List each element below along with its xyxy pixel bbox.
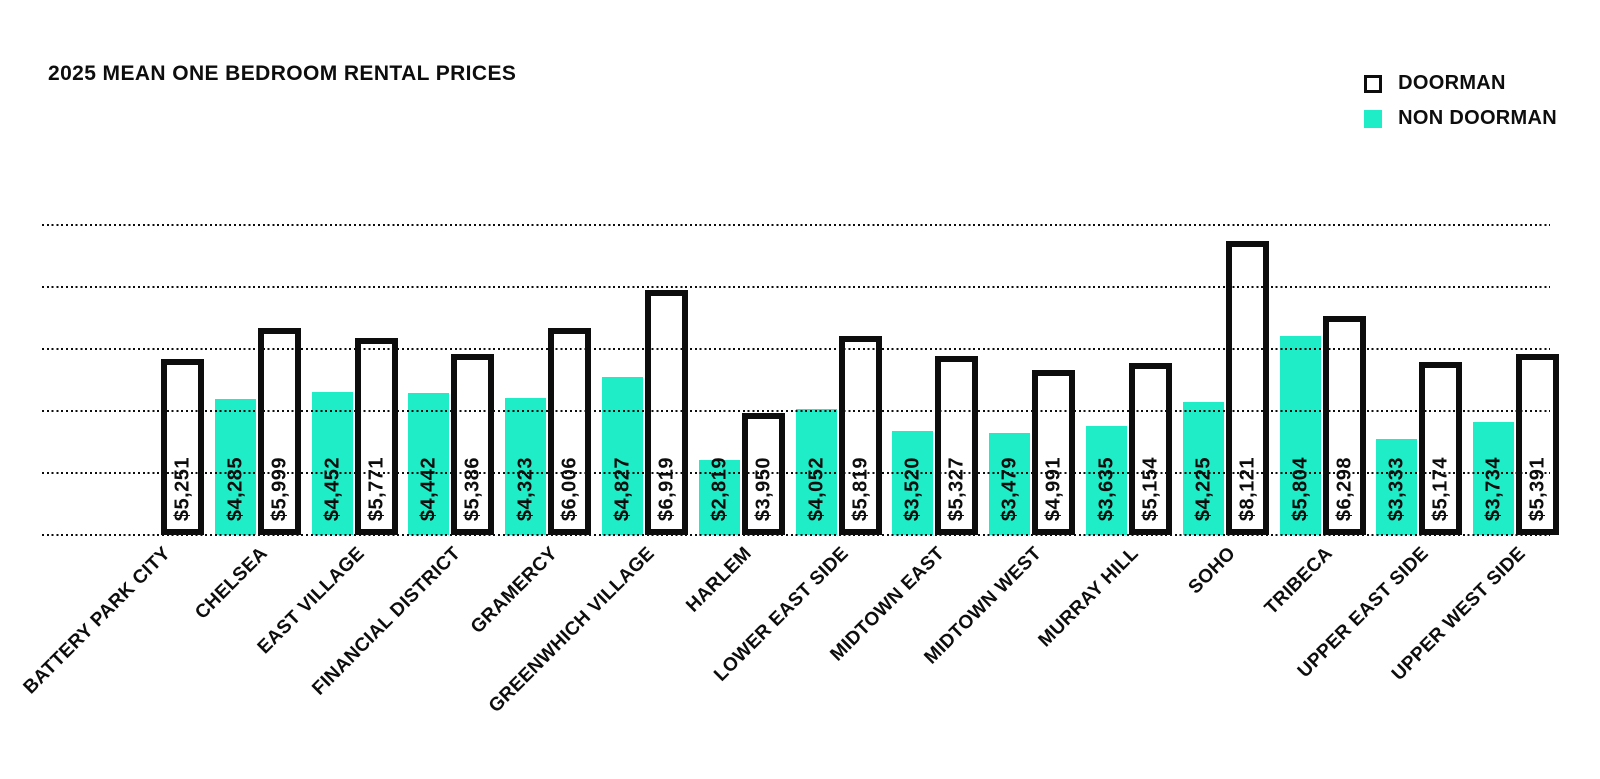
- legend-label-non-doorman: NON DOORMAN: [1398, 107, 1557, 129]
- bar-value-label: $6,006: [558, 456, 580, 521]
- bar-non-doorman: $4,827: [602, 377, 643, 535]
- legend-item-non-doorman: NON DOORMAN: [1364, 107, 1557, 130]
- bar-value-label: $3,734: [1482, 456, 1504, 521]
- bar-value-label: $5,771: [365, 456, 387, 521]
- legend-label-doorman: DOORMAN: [1398, 72, 1506, 94]
- bar-doorman: $5,391: [1516, 354, 1559, 535]
- bar-doorman: $6,298: [1323, 316, 1366, 535]
- bar-value-label: $6,919: [655, 456, 677, 521]
- bar-value-label: $5,174: [1429, 456, 1451, 521]
- bar-non-doorman: $3,479: [989, 433, 1030, 535]
- bar-value-label: $3,333: [1385, 456, 1407, 521]
- bar-value-label: $3,950: [752, 456, 774, 521]
- bar-value-label: $4,452: [321, 456, 343, 521]
- bar-value-label: $4,991: [1042, 456, 1064, 521]
- bar-value-label: $5,251: [171, 456, 193, 521]
- bar-value-label: $3,635: [1095, 456, 1117, 521]
- bar-non-doorman: $4,323: [505, 398, 546, 535]
- bar-value-label: $4,827: [611, 456, 633, 521]
- bar-value-label: $8,121: [1236, 456, 1258, 521]
- legend: DOORMAN NON DOORMAN: [1364, 72, 1557, 130]
- bar-doorman: $6,919: [645, 290, 688, 535]
- bar-non-doorman: $3,734: [1473, 422, 1514, 535]
- bar-value-label: $4,323: [514, 456, 536, 521]
- bar-value-label: $4,225: [1192, 456, 1214, 521]
- x-axis-label: UPPER WEST SIDE: [1387, 543, 1530, 685]
- bar-non-doorman: $4,225: [1183, 402, 1224, 535]
- bar-value-label: $2,819: [708, 456, 730, 521]
- bar-value-label: $5,154: [1139, 456, 1161, 521]
- bar-doorman: $5,386: [451, 354, 494, 535]
- bar-doorman: $5,771: [355, 338, 398, 535]
- bar-value-label: $5,999: [268, 456, 290, 521]
- bar-doorman: $6,006: [548, 328, 591, 535]
- bar-doorman: $5,327: [935, 356, 978, 535]
- bar-doorman: $5,154: [1129, 363, 1172, 535]
- bar-value-label: $4,285: [224, 456, 246, 521]
- bar-non-doorman: $3,635: [1086, 426, 1127, 535]
- bar-doorman: $4,991: [1032, 370, 1075, 535]
- bar-value-label: $5,391: [1526, 456, 1548, 521]
- x-axis: BATTERY PARK CITY CHELSEA EAST VILLAGE FINA…: [20, 543, 1550, 763]
- legend-swatch-doorman: [1364, 74, 1383, 93]
- bar-non-doorman: $4,452: [312, 392, 353, 535]
- bar-non-doorman: $4,052: [796, 409, 837, 535]
- bar-value-label: $5,804: [1289, 456, 1311, 521]
- bar-doorman: $5,174: [1419, 362, 1462, 535]
- gridline: [42, 224, 1550, 226]
- legend-swatch-non-doorman: [1364, 109, 1383, 128]
- bar-doorman: $5,999: [258, 328, 301, 535]
- bar-value-label: $5,327: [945, 456, 967, 521]
- bar-value-label: $4,442: [417, 456, 439, 521]
- bar-doorman: $5,251: [161, 359, 204, 535]
- gridline: [42, 286, 1550, 288]
- bar-non-doorman: $3,520: [892, 431, 933, 535]
- bar-doorman: $8,121: [1226, 241, 1269, 535]
- legend-item-doorman: DOORMAN: [1364, 72, 1557, 95]
- bar-value-label: $5,819: [849, 456, 871, 521]
- bar-doorman: $3,950: [742, 413, 785, 535]
- bar-value-label: $3,520: [901, 456, 923, 521]
- bar-value-label: $4,052: [805, 456, 827, 521]
- bar-non-doorman: $4,285: [215, 399, 256, 535]
- plot-area: $5,251 $4,285 $5,999 $4,452 $5,771 $4,442 $5,3…: [42, 224, 1559, 536]
- bar-doorman: $5,819: [839, 336, 882, 535]
- bar-value-label: $6,298: [1333, 456, 1355, 521]
- bar-non-doorman: $5,804: [1280, 336, 1321, 535]
- bar-value-label: $3,479: [998, 456, 1020, 521]
- bar-non-doorman: $3,333: [1376, 439, 1417, 535]
- bar-non-doorman: $2,819: [699, 456, 740, 535]
- bar-value-label: $5,386: [461, 456, 483, 521]
- bar-non-doorman: $4,442: [408, 393, 449, 535]
- chart-title: 2025 MEAN ONE BEDROOM RENTAL PRICES: [48, 62, 517, 85]
